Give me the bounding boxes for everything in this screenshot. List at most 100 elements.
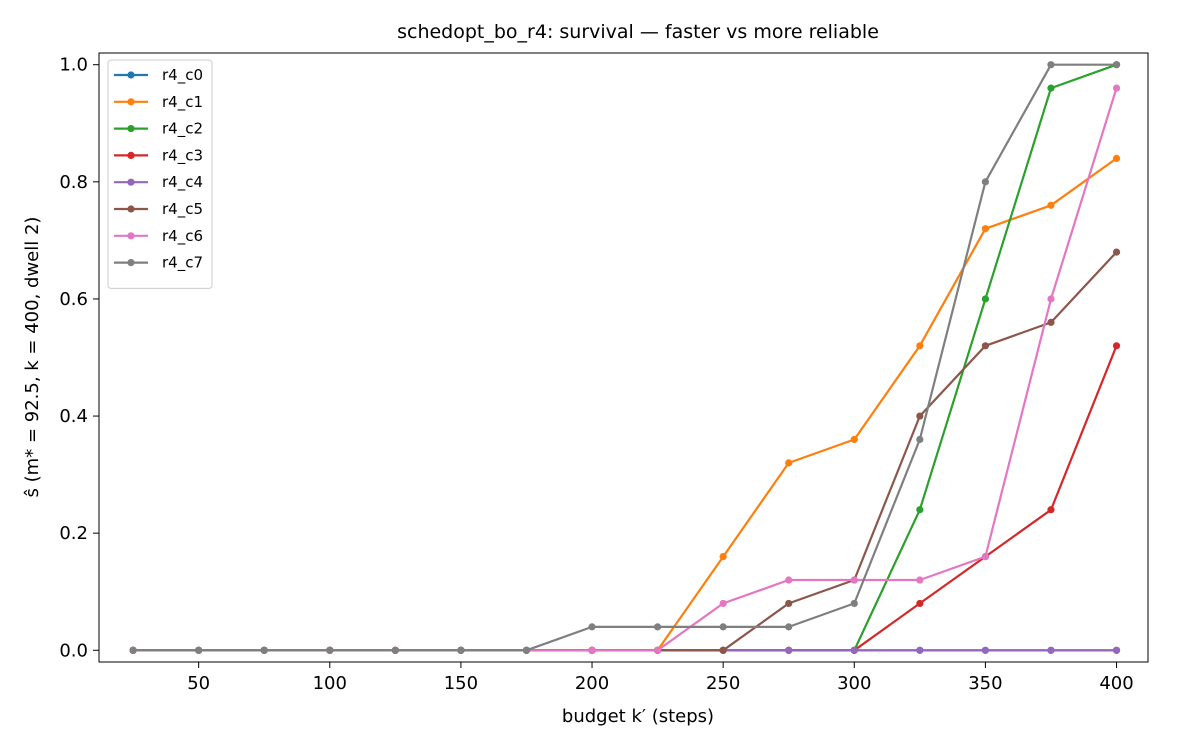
data-point bbox=[785, 646, 793, 654]
data-point bbox=[1112, 342, 1121, 350]
series-r4_c5 bbox=[129, 248, 1121, 654]
x-axis: 50 100 150 200 250 300 350 400 bbox=[187, 662, 1134, 694]
data-point bbox=[981, 646, 990, 654]
data-point bbox=[1047, 646, 1055, 654]
legend-item: r4_c5 bbox=[114, 200, 203, 219]
data-point bbox=[719, 599, 727, 608]
legend: r4_c0 r4_c1 r4_c2 r4_c3 r4_c4 r4_c5 r4_c6 r4_c7 bbox=[107, 59, 213, 289]
data-point bbox=[785, 599, 793, 608]
data-point bbox=[981, 552, 990, 561]
series-line bbox=[133, 345, 1118, 652]
data-point bbox=[850, 435, 858, 444]
x-axis-label: budget k′ (steps) bbox=[562, 706, 714, 727]
data-point bbox=[850, 576, 858, 584]
chart-title: schedopt_bo_r4: survival — faster vs mor… bbox=[397, 21, 879, 43]
legend-marker bbox=[127, 151, 135, 159]
y-axis: 0.0 0.2 0.4 0.6 0.8 1.0 bbox=[59, 55, 99, 661]
legend-marker bbox=[127, 259, 135, 267]
data-point bbox=[457, 646, 465, 654]
legend-label: r4_c6 bbox=[162, 227, 203, 246]
data-point bbox=[260, 646, 268, 654]
legend-marker bbox=[127, 205, 135, 213]
data-point bbox=[850, 599, 858, 608]
y-axis-label: ŝ (m* = 92.5, k = 400, dwell 2) bbox=[22, 217, 43, 498]
legend-marker bbox=[127, 98, 135, 106]
data-point bbox=[719, 623, 727, 631]
x-tick-label: 300 bbox=[837, 673, 871, 694]
data-point bbox=[195, 646, 203, 654]
data-point bbox=[1047, 506, 1055, 514]
data-point bbox=[785, 623, 793, 631]
data-point bbox=[1047, 201, 1055, 209]
x-tick-label: 400 bbox=[1099, 673, 1133, 694]
data-point bbox=[588, 646, 596, 654]
data-point bbox=[522, 646, 531, 654]
legend-marker bbox=[127, 71, 135, 79]
plot-frame bbox=[98, 52, 1149, 663]
y-tick-label: 0.2 bbox=[59, 523, 88, 544]
legend-item: r4_c7 bbox=[114, 254, 203, 273]
data-point bbox=[850, 646, 858, 654]
series-r4_c6 bbox=[129, 84, 1121, 654]
x-tick-label: 100 bbox=[313, 673, 347, 694]
y-tick-label: 0.8 bbox=[59, 172, 88, 193]
data-point bbox=[916, 506, 924, 514]
legend-item: r4_c6 bbox=[114, 227, 203, 246]
y-tick-label: 0.4 bbox=[59, 406, 88, 427]
data-point bbox=[1112, 248, 1121, 256]
data-point bbox=[653, 623, 662, 631]
y-tick-label: 0.6 bbox=[59, 289, 88, 310]
legend-item: r4_c3 bbox=[114, 146, 203, 165]
series-line bbox=[133, 63, 1117, 652]
legend-item: r4_c2 bbox=[114, 120, 203, 139]
data-point bbox=[785, 576, 793, 584]
data-point bbox=[1112, 646, 1121, 654]
series-line bbox=[133, 87, 1118, 652]
data-point bbox=[916, 412, 924, 420]
data-point bbox=[916, 599, 924, 608]
data-point bbox=[1112, 154, 1121, 163]
legend-item: r4_c1 bbox=[114, 93, 203, 112]
x-tick-label: 150 bbox=[444, 673, 478, 694]
data-point bbox=[719, 646, 727, 654]
x-tick-label: 250 bbox=[706, 673, 740, 694]
x-tick-label: 350 bbox=[968, 673, 1002, 694]
data-point bbox=[1112, 84, 1121, 92]
data-point bbox=[1047, 318, 1055, 326]
data-point bbox=[981, 295, 990, 303]
series-r4_c2 bbox=[129, 61, 1121, 654]
legend-label: r4_c0 bbox=[162, 66, 203, 85]
data-point bbox=[981, 342, 990, 350]
legend-item: r4_c0 bbox=[114, 66, 203, 85]
data-point bbox=[981, 225, 990, 233]
legend-box bbox=[107, 59, 213, 289]
legend-item: r4_c4 bbox=[114, 173, 203, 192]
y-tick-label: 0.0 bbox=[59, 640, 88, 661]
data-point bbox=[1047, 84, 1055, 92]
series-line bbox=[133, 157, 1118, 652]
data-point bbox=[1047, 61, 1055, 69]
data-point bbox=[326, 646, 334, 654]
legend-label: r4_c4 bbox=[162, 173, 203, 192]
series-layer bbox=[129, 61, 1121, 654]
legend-label: r4_c3 bbox=[162, 146, 203, 165]
legend-label: r4_c2 bbox=[162, 120, 203, 139]
legend-marker bbox=[127, 232, 135, 240]
data-point bbox=[1047, 295, 1055, 303]
data-point bbox=[785, 459, 793, 467]
legend-marker bbox=[127, 178, 135, 186]
legend-marker bbox=[127, 125, 135, 133]
x-tick-label: 50 bbox=[187, 673, 210, 694]
data-point bbox=[653, 646, 662, 654]
data-point bbox=[916, 435, 924, 444]
series-line bbox=[133, 251, 1118, 652]
data-point bbox=[981, 178, 990, 186]
data-point bbox=[916, 576, 924, 584]
data-point bbox=[588, 623, 596, 631]
data-point bbox=[129, 646, 137, 654]
data-point bbox=[719, 552, 727, 561]
legend-label: r4_c5 bbox=[162, 200, 203, 219]
series-r4_c1 bbox=[129, 154, 1121, 654]
